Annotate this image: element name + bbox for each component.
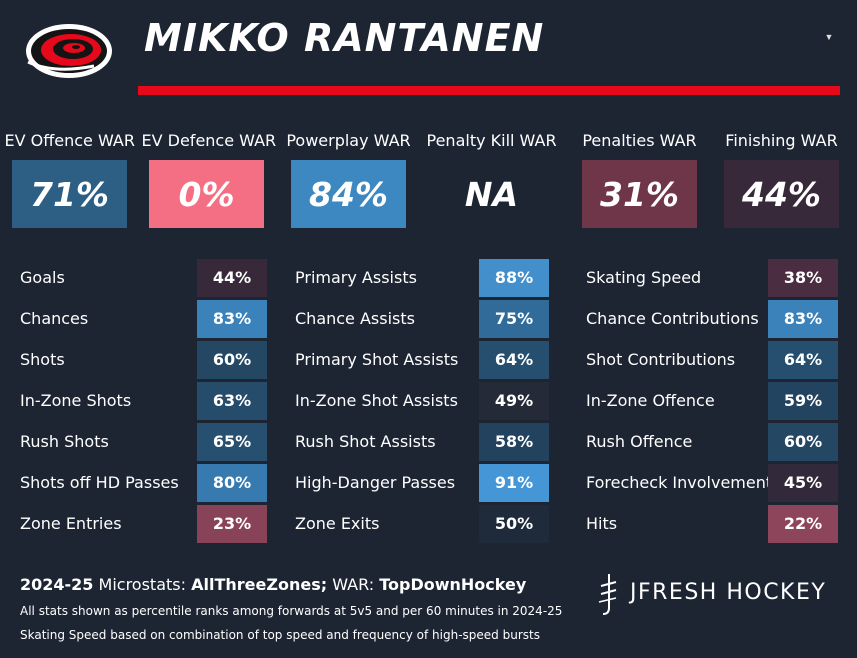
stat-label: Chance Assists: [295, 309, 415, 328]
stat-value-box: 80%: [197, 464, 267, 502]
stat-value-box: 49%: [479, 382, 549, 420]
war-value-box: 84%: [291, 160, 406, 228]
brand-name: JFRESH HOCKEY: [630, 580, 827, 605]
stat-value-box: 65%: [197, 423, 267, 461]
footer-note-percentile: All stats shown as percentile ranks amon…: [20, 604, 563, 618]
war-label: Finishing WAR: [725, 131, 838, 150]
war-value-box: NA: [464, 174, 519, 214]
stat-label: Zone Entries: [20, 514, 122, 533]
war-label: Penalty Kill WAR: [426, 131, 557, 150]
war-label: Penalties WAR: [582, 131, 697, 150]
stat-label: Forecheck Involvement: [586, 473, 773, 492]
stat-value-box: 38%: [768, 259, 838, 297]
war-value-box: 31%: [582, 160, 697, 228]
stat-value-box: 83%: [197, 300, 267, 338]
stat-value-box: 88%: [479, 259, 549, 297]
war-label: EV Defence WAR: [141, 131, 277, 150]
footer-title: 2024-25 Microstats: AllThreeZones; WAR: …: [20, 575, 526, 594]
stat-label: Chances: [20, 309, 89, 328]
stat-value-box: 83%: [768, 300, 838, 338]
stat-value-box: 50%: [479, 505, 549, 543]
header-accent-bar: [138, 86, 840, 95]
chevron-down-icon[interactable]: ▼: [824, 32, 834, 42]
stat-value-box: 63%: [197, 382, 267, 420]
war-source: TopDownHockey: [379, 575, 527, 594]
war-label: Powerplay WAR: [286, 131, 411, 150]
stat-value-box: 64%: [479, 341, 549, 379]
war-value-box: 44%: [724, 160, 839, 228]
stat-label: Primary Assists: [295, 268, 417, 287]
stat-value-box: 58%: [479, 423, 549, 461]
war-value-box: 71%: [12, 160, 127, 228]
stat-value-box: 59%: [768, 382, 838, 420]
jfresh-logo-icon: [598, 574, 617, 615]
stat-value-box: 60%: [768, 423, 838, 461]
stat-value-box: 60%: [197, 341, 267, 379]
stat-label: Hits: [586, 514, 618, 533]
stat-value-box: 91%: [479, 464, 549, 502]
stat-label: Shots: [20, 350, 65, 369]
stat-value-box: 23%: [197, 505, 267, 543]
stat-value-box: 44%: [197, 259, 267, 297]
stat-label: Chance Contributions: [586, 309, 759, 328]
stat-label: In-Zone Offence: [586, 391, 715, 410]
war-prefix: WAR:: [332, 575, 375, 594]
stat-value-box: 22%: [768, 505, 838, 543]
stat-label: High-Danger Passes: [295, 473, 456, 492]
stat-label: Rush Shot Assists: [295, 432, 436, 451]
microstats-prefix: Microstats:: [98, 575, 187, 594]
stat-label: Rush Offence: [586, 432, 693, 451]
stat-label: Rush Shots: [20, 432, 109, 451]
stat-label: Skating Speed: [586, 268, 702, 287]
stat-label: In-Zone Shots: [20, 391, 132, 410]
stat-label: Goals: [20, 268, 65, 287]
stat-label: In-Zone Shot Assists: [295, 391, 458, 410]
hurricanes-logo-icon: [26, 24, 112, 78]
war-value-box: 0%: [149, 160, 264, 228]
stat-label: Zone Exits: [295, 514, 380, 533]
stat-label: Shots off HD Passes: [20, 473, 179, 492]
stat-label: Primary Shot Assists: [295, 350, 459, 369]
stat-value-box: 64%: [768, 341, 838, 379]
footer-note-skating: Skating Speed based on combination of to…: [20, 628, 540, 642]
player-name: MIKKO RANTANEN: [144, 16, 545, 60]
stat-label: Shot Contributions: [586, 350, 736, 369]
stat-value-box: 75%: [479, 300, 549, 338]
microstats-source: AllThreeZones;: [191, 575, 328, 594]
war-label: EV Offence WAR: [4, 131, 135, 150]
stat-value-box: 45%: [768, 464, 838, 502]
season-label: 2024-25: [20, 575, 94, 594]
